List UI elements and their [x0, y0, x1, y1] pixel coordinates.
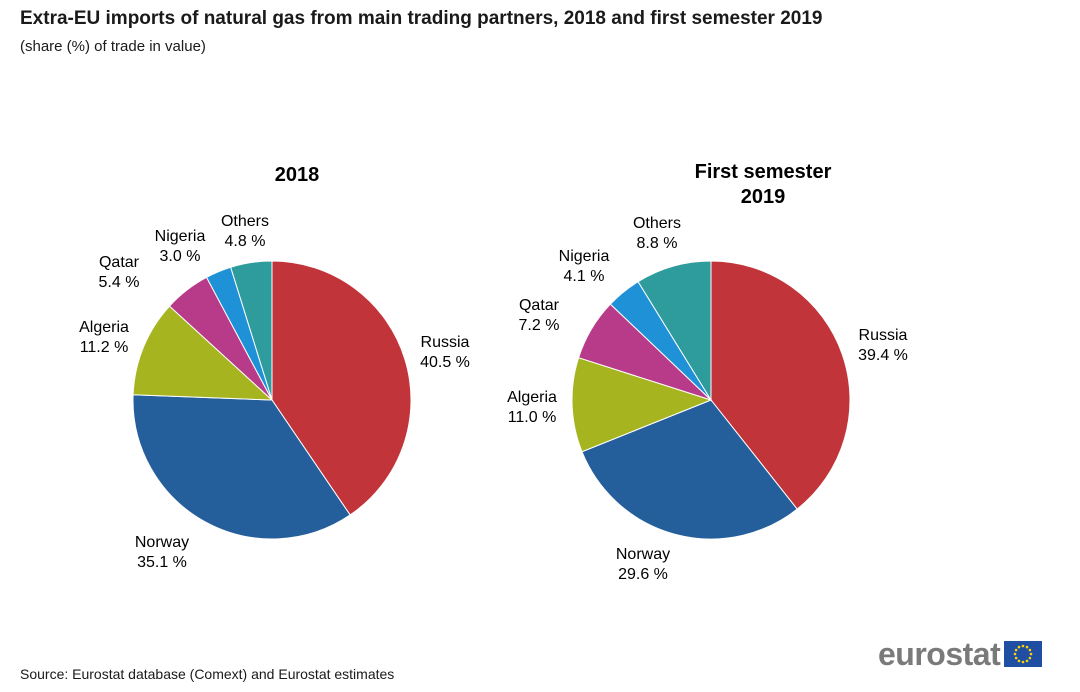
slice-label-algeria: Algeria 11.2 % [79, 319, 129, 356]
pie-slice-algeria [132, 305, 274, 401]
slice-label-norway: Norway 29.6 % [616, 546, 670, 583]
pie-chart-2: First semester 2019 Russia 39.4 % Norway 29.6… [507, 161, 908, 583]
slice-value: 3.0 % [160, 248, 201, 265]
slice-label-norway: Norway 35.1 % [135, 534, 189, 571]
page-title: Extra-EU imports of natural gas from mai… [20, 8, 823, 29]
eurostat-logo: eurostat [878, 636, 1043, 672]
slice-label-nigeria: Nigeria 4.1 % [559, 248, 610, 285]
slice-value: 11.2 % [80, 339, 129, 356]
pie-slice-norway [132, 394, 351, 540]
pie-slice-russia [271, 260, 412, 516]
slice-name: Norway [616, 546, 670, 563]
slice-value: 40.5 % [420, 354, 470, 371]
slice-value: 4.1 % [564, 268, 605, 285]
slice-label-russia: Russia 40.5 % [420, 334, 470, 371]
slice-value: 29.6 % [618, 566, 668, 583]
slice-name: Norway [135, 534, 189, 551]
eu-flag-icon [1004, 641, 1043, 667]
slice-label-nigeria: Nigeria 3.0 % [155, 228, 206, 265]
pie-slice-others [230, 260, 273, 401]
slice-value: 5.4 % [99, 274, 140, 291]
slice-name: Others [221, 213, 269, 230]
slice-name: Qatar [99, 254, 140, 271]
slice-name: Qatar [519, 297, 560, 314]
slice-name: Russia [421, 334, 470, 351]
slice-value: 11.0 % [508, 409, 557, 426]
slice-value: 8.8 % [637, 235, 678, 252]
slice-name: Nigeria [559, 248, 610, 265]
pie-slice-algeria [571, 357, 713, 453]
slice-name: Nigeria [155, 228, 206, 245]
page-subtitle: (share (%) of trade in value) [20, 38, 206, 55]
slice-label-qatar: Qatar 5.4 % [99, 254, 140, 291]
chart-title-1-line-1: 2018 [275, 164, 320, 186]
slice-value: 39.4 % [858, 347, 908, 364]
slice-label-russia: Russia 39.4 % [858, 327, 908, 364]
slice-name: Others [633, 215, 681, 232]
pie-chart-1: 2018 Russia 40.5 % Norway 35.1 % Algeria 11.2 … [79, 164, 470, 571]
slice-name: Algeria [507, 389, 557, 406]
slice-label-others: Others 4.8 % [221, 213, 269, 250]
pie-slice-norway [581, 399, 798, 540]
pie-slice-russia [710, 260, 851, 510]
pie-slice-others [637, 260, 712, 402]
logo-text: eurostat [878, 636, 1001, 672]
slice-name: Algeria [79, 319, 129, 336]
chart-title-2-line-2: 2019 [741, 186, 786, 208]
chart-title-2-line-1: First semester [695, 161, 832, 183]
slice-name: Russia [859, 327, 908, 344]
source-note: Source: Eurostat database (Comext) and E… [20, 666, 395, 682]
slice-label-qatar: Qatar 7.2 % [519, 297, 560, 334]
slice-value: 35.1 % [137, 554, 187, 571]
slice-value: 7.2 % [519, 317, 560, 334]
slice-value: 4.8 % [225, 233, 266, 250]
slice-label-algeria: Algeria 11.0 % [507, 389, 557, 426]
slice-label-others: Others 8.8 % [633, 215, 681, 252]
